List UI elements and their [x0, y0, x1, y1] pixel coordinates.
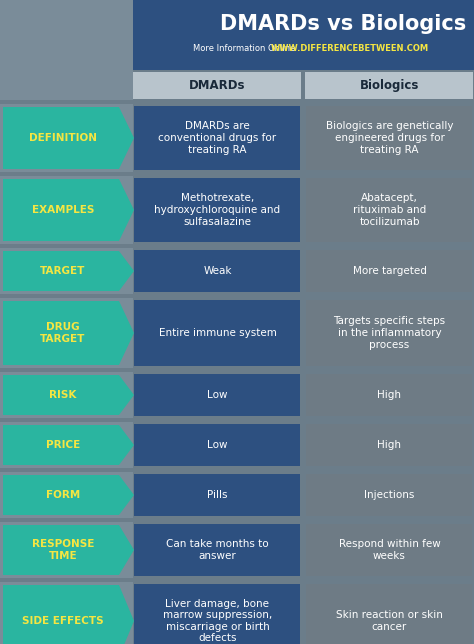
FancyBboxPatch shape: [134, 374, 300, 416]
FancyBboxPatch shape: [0, 70, 133, 100]
FancyBboxPatch shape: [306, 374, 472, 416]
Text: Low: Low: [207, 390, 228, 400]
FancyBboxPatch shape: [134, 584, 300, 644]
FancyBboxPatch shape: [306, 524, 472, 576]
FancyBboxPatch shape: [306, 178, 472, 242]
FancyBboxPatch shape: [306, 250, 472, 292]
Text: Biologics: Biologics: [360, 79, 419, 91]
FancyBboxPatch shape: [0, 582, 133, 644]
Text: Respond within few
weeks: Respond within few weeks: [338, 539, 440, 561]
Text: Can take months to
answer: Can take months to answer: [166, 539, 269, 561]
Text: Abatacept,
rituximab and
tocilizumab: Abatacept, rituximab and tocilizumab: [353, 193, 426, 227]
Text: Pills: Pills: [207, 490, 228, 500]
FancyBboxPatch shape: [0, 298, 133, 368]
Text: More Information Online: More Information Online: [193, 44, 298, 53]
Text: High: High: [377, 440, 401, 450]
Text: Low: Low: [207, 440, 228, 450]
FancyBboxPatch shape: [0, 422, 133, 468]
FancyBboxPatch shape: [133, 0, 474, 70]
Polygon shape: [3, 475, 134, 515]
FancyBboxPatch shape: [0, 522, 133, 578]
Text: Targets specific steps
in the inflammatory
process: Targets specific steps in the inflammato…: [333, 316, 446, 350]
Text: WWW.DIFFERENCEBETWEEN.COM: WWW.DIFFERENCEBETWEEN.COM: [271, 44, 429, 53]
FancyBboxPatch shape: [134, 424, 300, 466]
Text: EXAMPLES: EXAMPLES: [32, 205, 94, 215]
Text: Biologics are genetically
engineered drugs for
treating RA: Biologics are genetically engineered dru…: [326, 122, 453, 155]
FancyBboxPatch shape: [134, 474, 300, 516]
Text: DMARDs are
conventional drugs for
treating RA: DMARDs are conventional drugs for treati…: [158, 122, 276, 155]
Polygon shape: [3, 107, 134, 169]
FancyBboxPatch shape: [134, 178, 300, 242]
Text: RISK: RISK: [49, 390, 77, 400]
Polygon shape: [3, 585, 134, 644]
Polygon shape: [3, 375, 134, 415]
FancyBboxPatch shape: [306, 474, 472, 516]
Text: DRUG
TARGET: DRUG TARGET: [40, 322, 86, 344]
Polygon shape: [3, 525, 134, 575]
Text: RESPONSE
TIME: RESPONSE TIME: [32, 539, 94, 561]
FancyBboxPatch shape: [0, 248, 133, 294]
Polygon shape: [3, 301, 134, 365]
FancyBboxPatch shape: [134, 300, 300, 366]
Text: Methotrexate,
hydroxychloroquine and
sulfasalazine: Methotrexate, hydroxychloroquine and sul…: [155, 193, 281, 227]
FancyBboxPatch shape: [0, 104, 133, 172]
Text: Entire immune system: Entire immune system: [159, 328, 276, 338]
Text: DMARDs: DMARDs: [189, 79, 246, 91]
FancyBboxPatch shape: [0, 472, 133, 518]
Text: Liver damage, bone
marrow suppression,
miscarriage or birth
defects: Liver damage, bone marrow suppression, m…: [163, 599, 272, 643]
FancyBboxPatch shape: [305, 72, 473, 99]
Text: Skin reaction or skin
cancer: Skin reaction or skin cancer: [336, 611, 443, 632]
FancyBboxPatch shape: [134, 524, 300, 576]
Text: PRICE: PRICE: [46, 440, 80, 450]
FancyBboxPatch shape: [306, 584, 472, 644]
FancyBboxPatch shape: [0, 0, 133, 70]
Text: FORM: FORM: [46, 490, 80, 500]
Text: More targeted: More targeted: [353, 266, 427, 276]
Polygon shape: [3, 179, 134, 241]
FancyBboxPatch shape: [0, 372, 133, 418]
Text: Injections: Injections: [365, 490, 415, 500]
FancyBboxPatch shape: [0, 176, 133, 244]
Text: TARGET: TARGET: [40, 266, 86, 276]
Polygon shape: [3, 251, 134, 291]
FancyBboxPatch shape: [306, 424, 472, 466]
Polygon shape: [3, 425, 134, 465]
Text: High: High: [377, 390, 401, 400]
Text: SIDE EFFECTS: SIDE EFFECTS: [22, 616, 104, 626]
FancyBboxPatch shape: [134, 250, 300, 292]
FancyBboxPatch shape: [306, 300, 472, 366]
Text: DEFINITION: DEFINITION: [29, 133, 97, 143]
Text: DMARDs vs Biologics: DMARDs vs Biologics: [220, 14, 466, 34]
FancyBboxPatch shape: [306, 106, 472, 170]
Text: Weak: Weak: [203, 266, 232, 276]
FancyBboxPatch shape: [134, 106, 300, 170]
FancyBboxPatch shape: [133, 72, 301, 99]
